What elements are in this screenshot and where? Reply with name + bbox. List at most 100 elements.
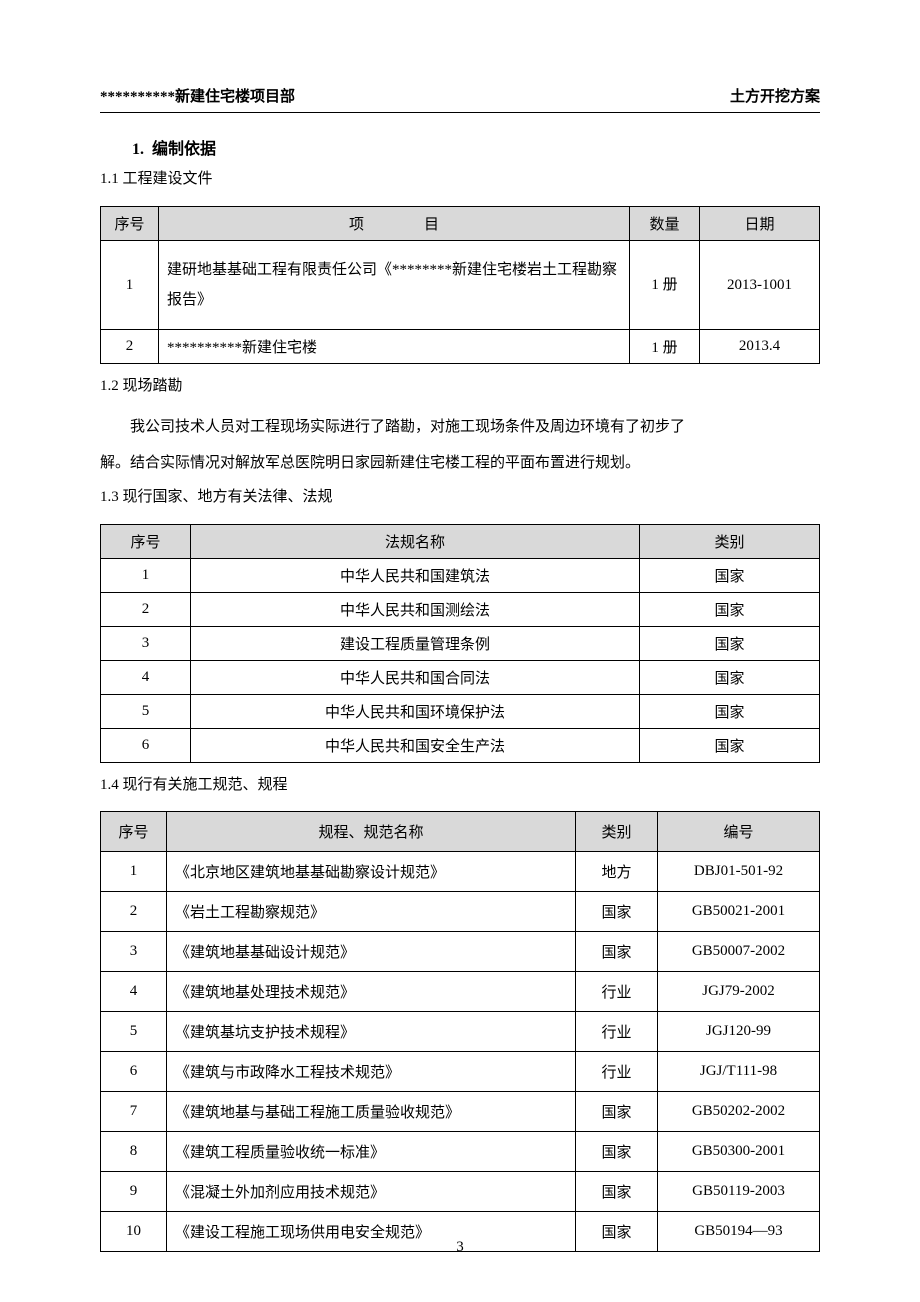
t4-cell-no: 8 [101, 1132, 167, 1172]
t4-cell-code: JGJ79-2002 [658, 972, 820, 1012]
table-row: 1中华人民共和国建筑法国家 [101, 558, 820, 592]
t4-cell-no: 6 [101, 1052, 167, 1092]
table-row: 4《建筑地基处理技术规范》行业JGJ79-2002 [101, 972, 820, 1012]
subsection-1-1: 1.1 工程建设文件 [100, 165, 820, 194]
table-row: 6中华人民共和国安全生产法国家 [101, 728, 820, 762]
t4-cell-no: 2 [101, 892, 167, 932]
t4-cell-name: 《建筑地基处理技术规范》 [167, 972, 576, 1012]
section-1-title: 1. 编制依据 [132, 135, 820, 159]
t4-cell-no: 5 [101, 1012, 167, 1052]
t4-cell-code: JGJ/T111-98 [658, 1052, 820, 1092]
t3-cell-cat: 国家 [640, 694, 820, 728]
t3-h-cat: 类别 [640, 524, 820, 558]
table-1-3: 序号 法规名称 类别 1中华人民共和国建筑法国家2中华人民共和国测绘法国家3建设… [100, 524, 820, 763]
t4-cell-code: GB50300-2001 [658, 1132, 820, 1172]
t3-cell-no: 6 [101, 728, 191, 762]
table-row: 2 **********新建住宅楼 1 册 2013.4 [101, 329, 820, 363]
t3-cell-name: 中华人民共和国合同法 [191, 660, 640, 694]
subsection-1-2: 1.2 现场踏勘 [100, 372, 820, 401]
t4-cell-name: 《北京地区建筑地基基础勘察设计规范》 [167, 852, 576, 892]
t4-cell-cat: 行业 [576, 972, 658, 1012]
header-right: 土方开挖方案 [730, 85, 820, 106]
t4-cell-cat: 行业 [576, 1012, 658, 1052]
t4-cell-code: JGJ120-99 [658, 1012, 820, 1052]
t1-r1-no: 1 [101, 240, 159, 329]
t4-cell-name: 《建筑工程质量验收统一标准》 [167, 1132, 576, 1172]
table-row: 5《建筑基坑支护技术规程》行业JGJ120-99 [101, 1012, 820, 1052]
t4-cell-name: 《岩土工程勘察规范》 [167, 892, 576, 932]
page-number: 3 [0, 1239, 920, 1256]
t4-cell-cat: 国家 [576, 932, 658, 972]
t4-cell-name: 《建筑基坑支护技术规程》 [167, 1012, 576, 1052]
section-1-num: 1. [132, 141, 144, 158]
t4-cell-no: 3 [101, 932, 167, 972]
t3-cell-name: 中华人民共和国建筑法 [191, 558, 640, 592]
table-row: 3《建筑地基基础设计规范》国家GB50007-2002 [101, 932, 820, 972]
t1-h-no: 序号 [101, 206, 159, 240]
t3-cell-no: 2 [101, 592, 191, 626]
t4-h-code: 编号 [658, 812, 820, 852]
t1-r1-item: 建研地基基础工程有限责任公司《********新建住宅楼岩土工程勘察报告》 [159, 240, 630, 329]
t4-h-no: 序号 [101, 812, 167, 852]
table-row: 5中华人民共和国环境保护法国家 [101, 694, 820, 728]
t4-cell-no: 7 [101, 1092, 167, 1132]
t4-cell-code: GB50119-2003 [658, 1172, 820, 1212]
para-1-2-b: 解。结合实际情况对解放军总医院明日家园新建住宅楼工程的平面布置进行规划。 [100, 448, 820, 480]
t4-h-cat: 类别 [576, 812, 658, 852]
t4-cell-no: 1 [101, 852, 167, 892]
t3-cell-name: 建设工程质量管理条例 [191, 626, 640, 660]
table-row: 3建设工程质量管理条例国家 [101, 626, 820, 660]
table-row: 7《建筑地基与基础工程施工质量验收规范》国家GB50202-2002 [101, 1092, 820, 1132]
t4-cell-name: 《建筑地基基础设计规范》 [167, 932, 576, 972]
para-1-2-a: 我公司技术人员对工程现场实际进行了踏勘，对施工现场条件及周边环境有了初步了 [100, 412, 820, 444]
t1-r2-date: 2013.4 [700, 329, 820, 363]
t4-cell-cat: 国家 [576, 1092, 658, 1132]
t1-h-date: 日期 [700, 206, 820, 240]
t4-cell-cat: 国家 [576, 1132, 658, 1172]
t4-cell-name: 《混凝土外加剂应用技术规范》 [167, 1172, 576, 1212]
t1-r2-no: 2 [101, 329, 159, 363]
t3-cell-name: 中华人民共和国环境保护法 [191, 694, 640, 728]
t1-r2-item: **********新建住宅楼 [159, 329, 630, 363]
t3-cell-cat: 国家 [640, 592, 820, 626]
t3-cell-no: 5 [101, 694, 191, 728]
table-row: 8《建筑工程质量验收统一标准》国家GB50300-2001 [101, 1132, 820, 1172]
t4-cell-cat: 国家 [576, 1172, 658, 1212]
t4-cell-code: DBJ01-501-92 [658, 852, 820, 892]
t4-cell-cat: 地方 [576, 852, 658, 892]
t4-cell-code: GB50021-2001 [658, 892, 820, 932]
t1-r1-date: 2013-1001 [700, 240, 820, 329]
table-row: 9《混凝土外加剂应用技术规范》国家GB50119-2003 [101, 1172, 820, 1212]
t3-cell-cat: 国家 [640, 660, 820, 694]
t4-cell-cat: 行业 [576, 1052, 658, 1092]
subsection-1-3: 1.3 现行国家、地方有关法律、法规 [100, 483, 820, 512]
t3-cell-no: 4 [101, 660, 191, 694]
t3-cell-cat: 国家 [640, 558, 820, 592]
t4-cell-code: GB50202-2002 [658, 1092, 820, 1132]
t4-cell-no: 4 [101, 972, 167, 1012]
t1-h-item: 项 目 [159, 206, 630, 240]
t4-h-name: 规程、规范名称 [167, 812, 576, 852]
t1-h-qty: 数量 [630, 206, 700, 240]
t4-cell-code: GB50007-2002 [658, 932, 820, 972]
table-row: 6《建筑与市政降水工程技术规范》行业JGJ/T111-98 [101, 1052, 820, 1092]
table-row: 4中华人民共和国合同法国家 [101, 660, 820, 694]
header-left: **********新建住宅楼项目部 [100, 85, 295, 106]
t4-cell-cat: 国家 [576, 892, 658, 932]
table-row: 2《岩土工程勘察规范》国家GB50021-2001 [101, 892, 820, 932]
t3-h-name: 法规名称 [191, 524, 640, 558]
table-row: 2中华人民共和国测绘法国家 [101, 592, 820, 626]
t3-cell-no: 1 [101, 558, 191, 592]
t1-r2-qty: 1 册 [630, 329, 700, 363]
t3-cell-cat: 国家 [640, 728, 820, 762]
page-header: **********新建住宅楼项目部 土方开挖方案 [100, 85, 820, 113]
section-1-text: 编制依据 [152, 141, 216, 158]
t3-cell-cat: 国家 [640, 626, 820, 660]
table-row: 1《北京地区建筑地基基础勘察设计规范》地方DBJ01-501-92 [101, 852, 820, 892]
table-1-4: 序号 规程、规范名称 类别 编号 1《北京地区建筑地基基础勘察设计规范》地方DB… [100, 811, 820, 1252]
t3-cell-name: 中华人民共和国测绘法 [191, 592, 640, 626]
subsection-1-4: 1.4 现行有关施工规范、规程 [100, 771, 820, 800]
t3-cell-no: 3 [101, 626, 191, 660]
t4-cell-name: 《建筑地基与基础工程施工质量验收规范》 [167, 1092, 576, 1132]
table-1-1: 序号 项 目 数量 日期 1 建研地基基础工程有限责任公司《********新建… [100, 206, 820, 364]
